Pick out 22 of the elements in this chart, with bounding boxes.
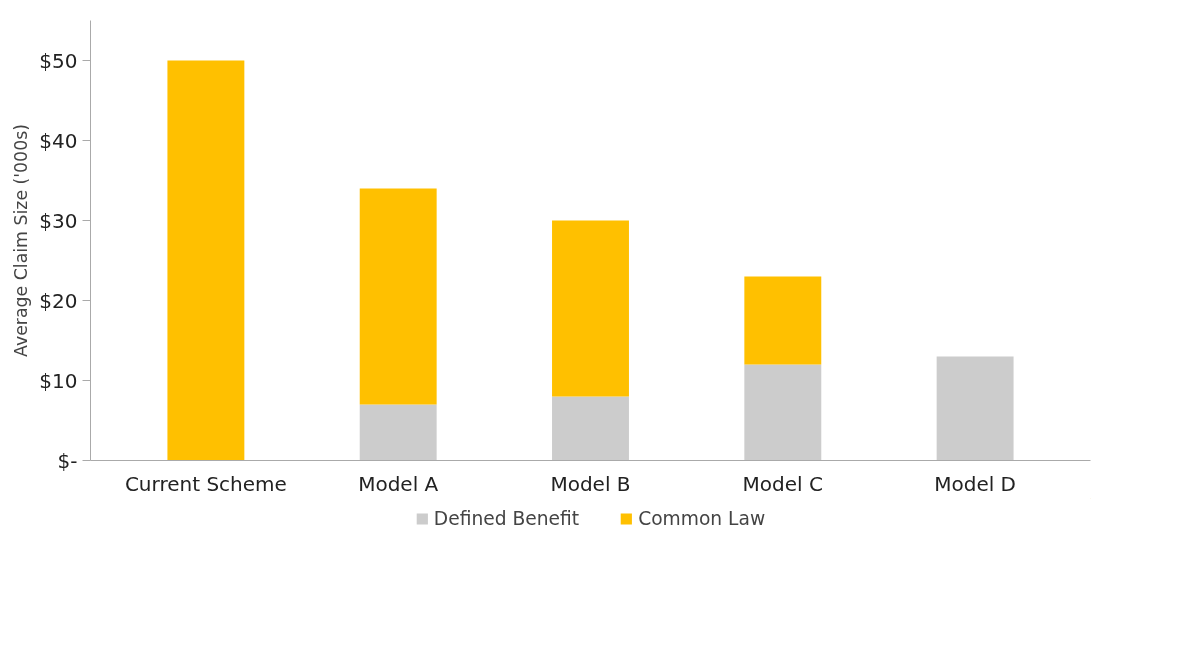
bar	[552, 396, 629, 461]
x-tick-label: Model D	[934, 471, 1017, 496]
bar	[936, 356, 1014, 461]
y-axis-title: Average Claim Size ('000s)	[11, 124, 32, 357]
bar	[359, 404, 437, 461]
y-tick-label: $20	[39, 288, 78, 313]
y-tick-label: $40	[39, 128, 78, 153]
y-tick-label: $-	[57, 448, 78, 473]
bar	[744, 364, 822, 461]
x-tick-label: Current Scheme	[124, 471, 287, 496]
y-tick-label: $10	[39, 368, 78, 393]
x-tick-label: Model B	[550, 471, 631, 496]
legend-label: Common Law	[638, 507, 766, 529]
bar	[167, 60, 245, 461]
bar	[359, 188, 437, 405]
x-tick-label: Model C	[742, 471, 823, 496]
legend-label: Defined Benefit	[433, 507, 580, 529]
bar	[744, 276, 822, 365]
y-tick-label: $50	[39, 48, 78, 73]
x-tick-label: Model A	[358, 471, 439, 496]
y-tick-label: $30	[39, 208, 78, 233]
bar	[552, 220, 629, 397]
